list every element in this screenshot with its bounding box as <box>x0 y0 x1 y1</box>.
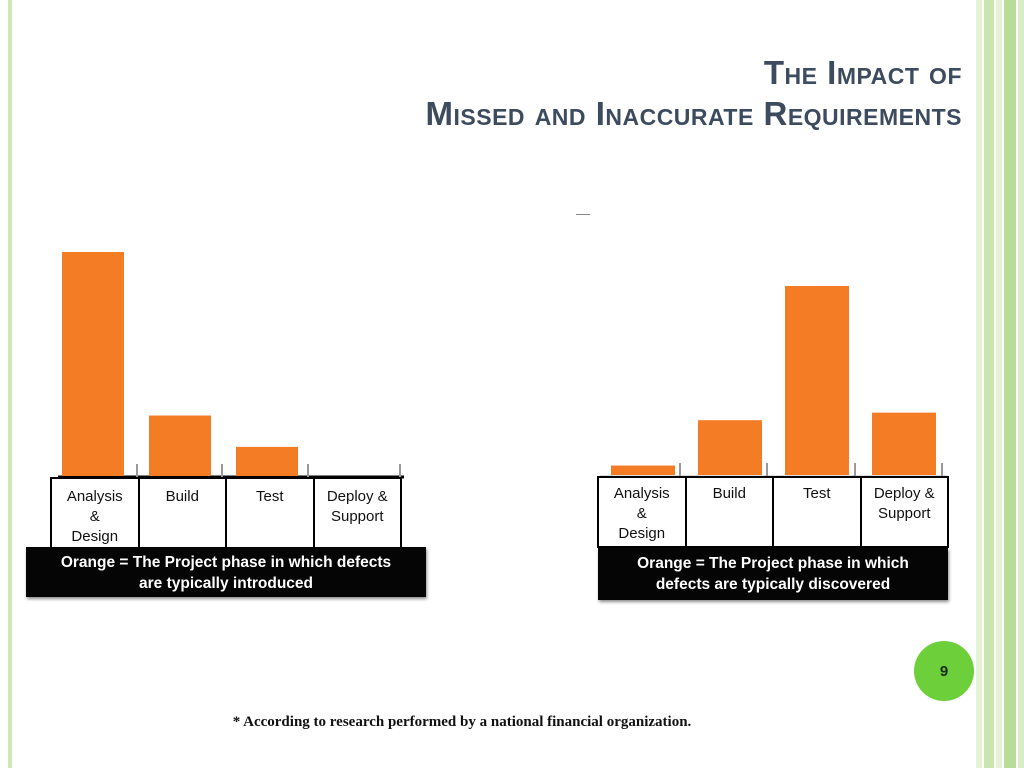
legend-left: Orange = The Project phase in which defe… <box>26 547 426 597</box>
phase-cell-analysis-design: Analysis & Design <box>66 488 123 545</box>
left-border-rule <box>8 0 12 768</box>
title-line-1: The Impact of <box>763 54 962 91</box>
bar-analysis-design <box>62 252 124 476</box>
phase-cell-build: Build <box>137 479 226 547</box>
phase-cell-test: Test <box>772 478 860 546</box>
bar-test <box>236 446 298 476</box>
title-line-2: Missed and Inaccurate Requirements <box>425 95 962 132</box>
page-number-badge: 9 <box>914 641 974 701</box>
phase-cell-deploy-support: Deploy & Support <box>312 479 401 547</box>
slide-title: The Impact of Missed and Inaccurate Requ… <box>426 52 962 134</box>
phase-cell-build: Build <box>684 478 773 546</box>
phase-cell-test: Test <box>225 479 313 547</box>
footnote: * According to research performed by a n… <box>232 714 692 730</box>
bar-build <box>149 415 211 476</box>
phase-box-left: Analysis & Design Build Test Deploy & Su… <box>50 477 402 549</box>
phase-cell-analysis-design: Analysis & Design <box>613 485 670 542</box>
bar-test <box>785 286 849 475</box>
bar-analysis-design <box>611 465 675 475</box>
bar-build <box>698 420 762 475</box>
bar-deploy-support <box>872 412 936 475</box>
phase-box-right: Analysis & Design Build Test Deploy & Su… <box>597 476 949 548</box>
stray-dash <box>576 214 590 215</box>
phase-cell-deploy-support: Deploy & Support <box>859 478 948 546</box>
legend-right: Orange = The Project phase in which defe… <box>598 548 948 600</box>
right-decorative-stripes <box>976 0 1024 768</box>
